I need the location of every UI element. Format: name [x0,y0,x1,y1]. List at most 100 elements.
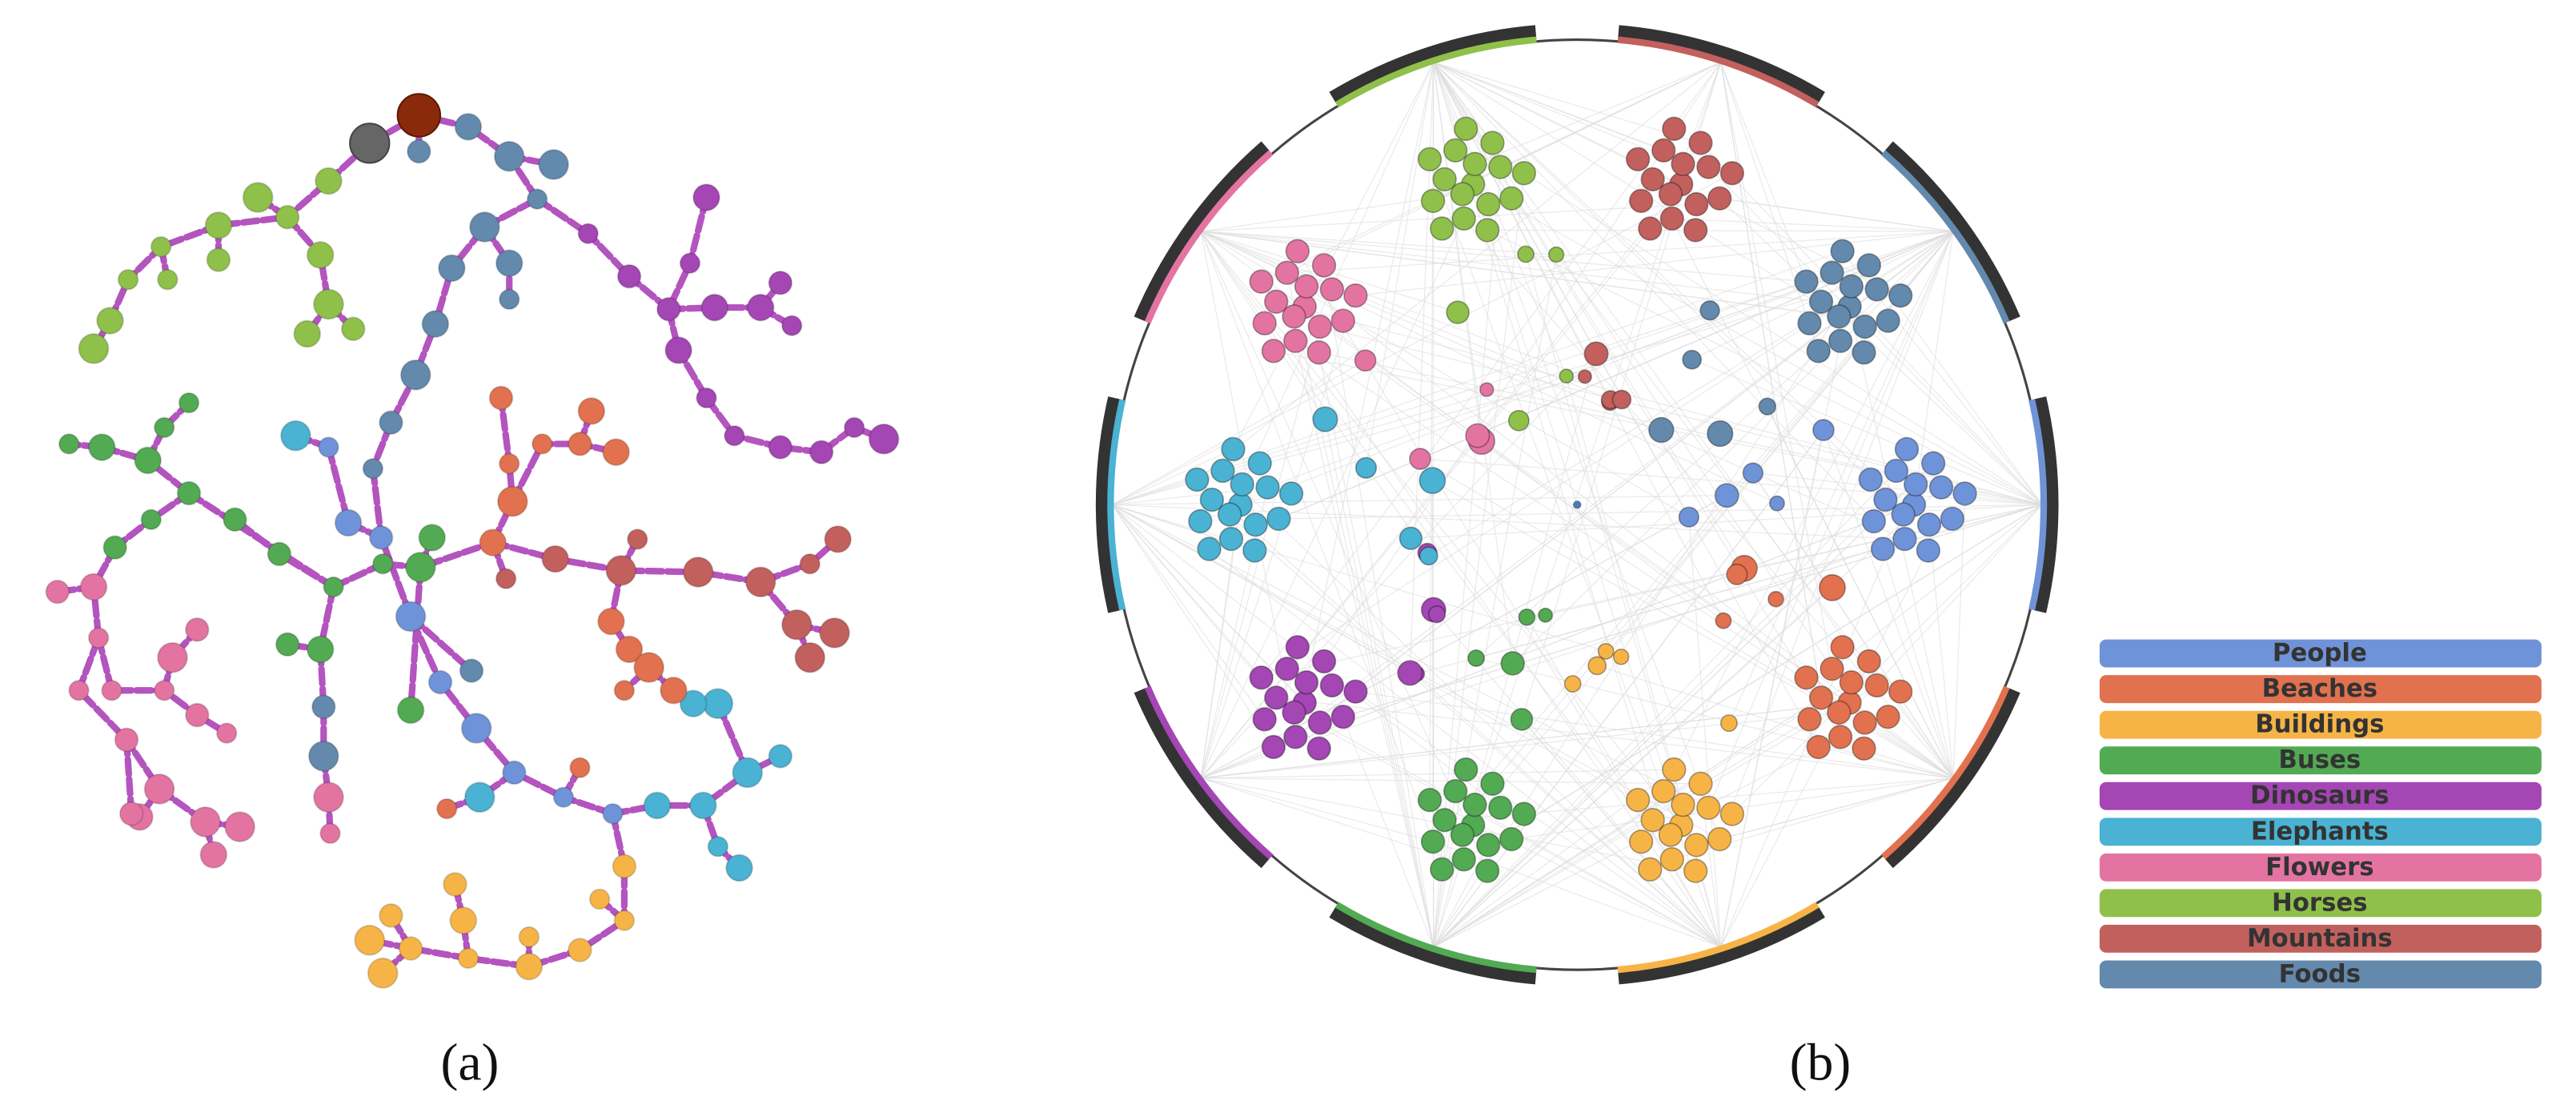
tree-node [696,387,717,409]
bundle-line [1410,504,2043,539]
radial-node [1417,147,1442,172]
tree-node [87,627,110,649]
bundle-line [1487,229,2043,505]
radial-node [1726,563,1748,585]
radial-node [1916,538,1941,563]
radial-node [1499,826,1524,852]
bundle-line [1355,691,1722,948]
radial-node [1274,657,1300,681]
radial-node [1928,475,1954,500]
radial-node [1432,167,1457,192]
tree-node [242,182,274,214]
radial-node [1446,300,1470,324]
radial-node [1852,736,1876,761]
radial-node [1230,472,1254,497]
tree-node [315,167,343,195]
radial-node [1221,436,1246,462]
legend-label: Horses [2272,888,2368,917]
tree-node [843,416,865,439]
bundle-line [1767,406,1954,779]
radial-node [1662,116,1687,142]
radial-node [1806,339,1831,364]
bundle-line [1832,504,2043,669]
tree-node [396,696,425,725]
bundle-line [1209,548,1722,948]
tree-node [379,410,403,436]
radial-node [1920,451,1946,476]
bundle-line [1211,499,1722,948]
radial-node [1856,253,1881,278]
bundle-line [1928,524,1954,778]
tree-node [725,854,753,882]
tree-node [531,433,553,455]
radial-node [1625,787,1651,813]
tree-node [421,310,450,339]
radial-node [1682,349,1703,370]
bundle-line [1201,495,1727,779]
bundle-line [1111,504,1262,678]
tree-edge [533,194,710,315]
root-node [396,93,442,138]
tree-node [45,579,70,605]
tree-node [204,211,233,239]
radial-node [1952,481,1977,506]
radial-node [1683,858,1708,883]
bundle-line [1555,254,1954,779]
tree-node [395,601,427,633]
radial-node [1475,858,1500,883]
tree-node [398,936,423,961]
radial-node [1839,274,1864,299]
bundle-line [1882,548,1954,778]
tree-node [577,396,606,425]
tree-node [334,508,363,537]
radial-node [1278,481,1304,506]
radial-node [1510,708,1534,731]
radial-node [1797,311,1822,336]
bundle-line [1200,218,1465,779]
bundle-line [1433,697,1822,948]
radial-node [1794,269,1819,294]
radial-node [1858,467,1883,492]
sector-arc [1880,150,2010,324]
bundle-line [1952,493,1966,778]
radial-node [1820,657,1844,681]
radial-node [1827,304,1852,329]
tree-node [768,743,793,769]
tree-node [768,270,793,295]
radial-node [1354,456,1378,479]
radial-node [1283,725,1308,749]
bundle-line [1276,301,2043,505]
legend-swatch [2099,853,2542,882]
radial-node [1696,155,1721,179]
tree-node [117,268,139,291]
bundle-line [1286,272,1434,947]
radial-node [1699,299,1720,321]
tree-node [367,957,399,989]
radial-node [1742,462,1764,484]
radial-node [1583,341,1609,367]
bundle-line [1306,286,1434,947]
tree-node [780,315,803,336]
radial-node [1876,704,1900,729]
radial-node [1442,138,1468,163]
radial-node [1427,605,1446,624]
bundle-line [1365,62,1434,468]
bundle-line [1112,251,1843,505]
bundle-line [1433,62,1875,522]
bundle-line [1433,609,1722,948]
bundle-line [1475,657,1954,779]
tree-node [744,566,776,598]
tree-node [68,679,90,701]
tree-node [454,112,483,141]
legend-label: People [2273,639,2367,668]
radial-node [1719,714,1738,733]
tree-node [143,773,175,805]
tree-node [479,528,508,557]
bundle-line [1728,231,1954,724]
radial-node [1249,269,1274,294]
tree-node [495,249,524,278]
radial-node [1242,538,1267,563]
tree-node [498,452,520,475]
bundle-line [1201,231,1557,255]
radial-node [1828,328,1853,353]
